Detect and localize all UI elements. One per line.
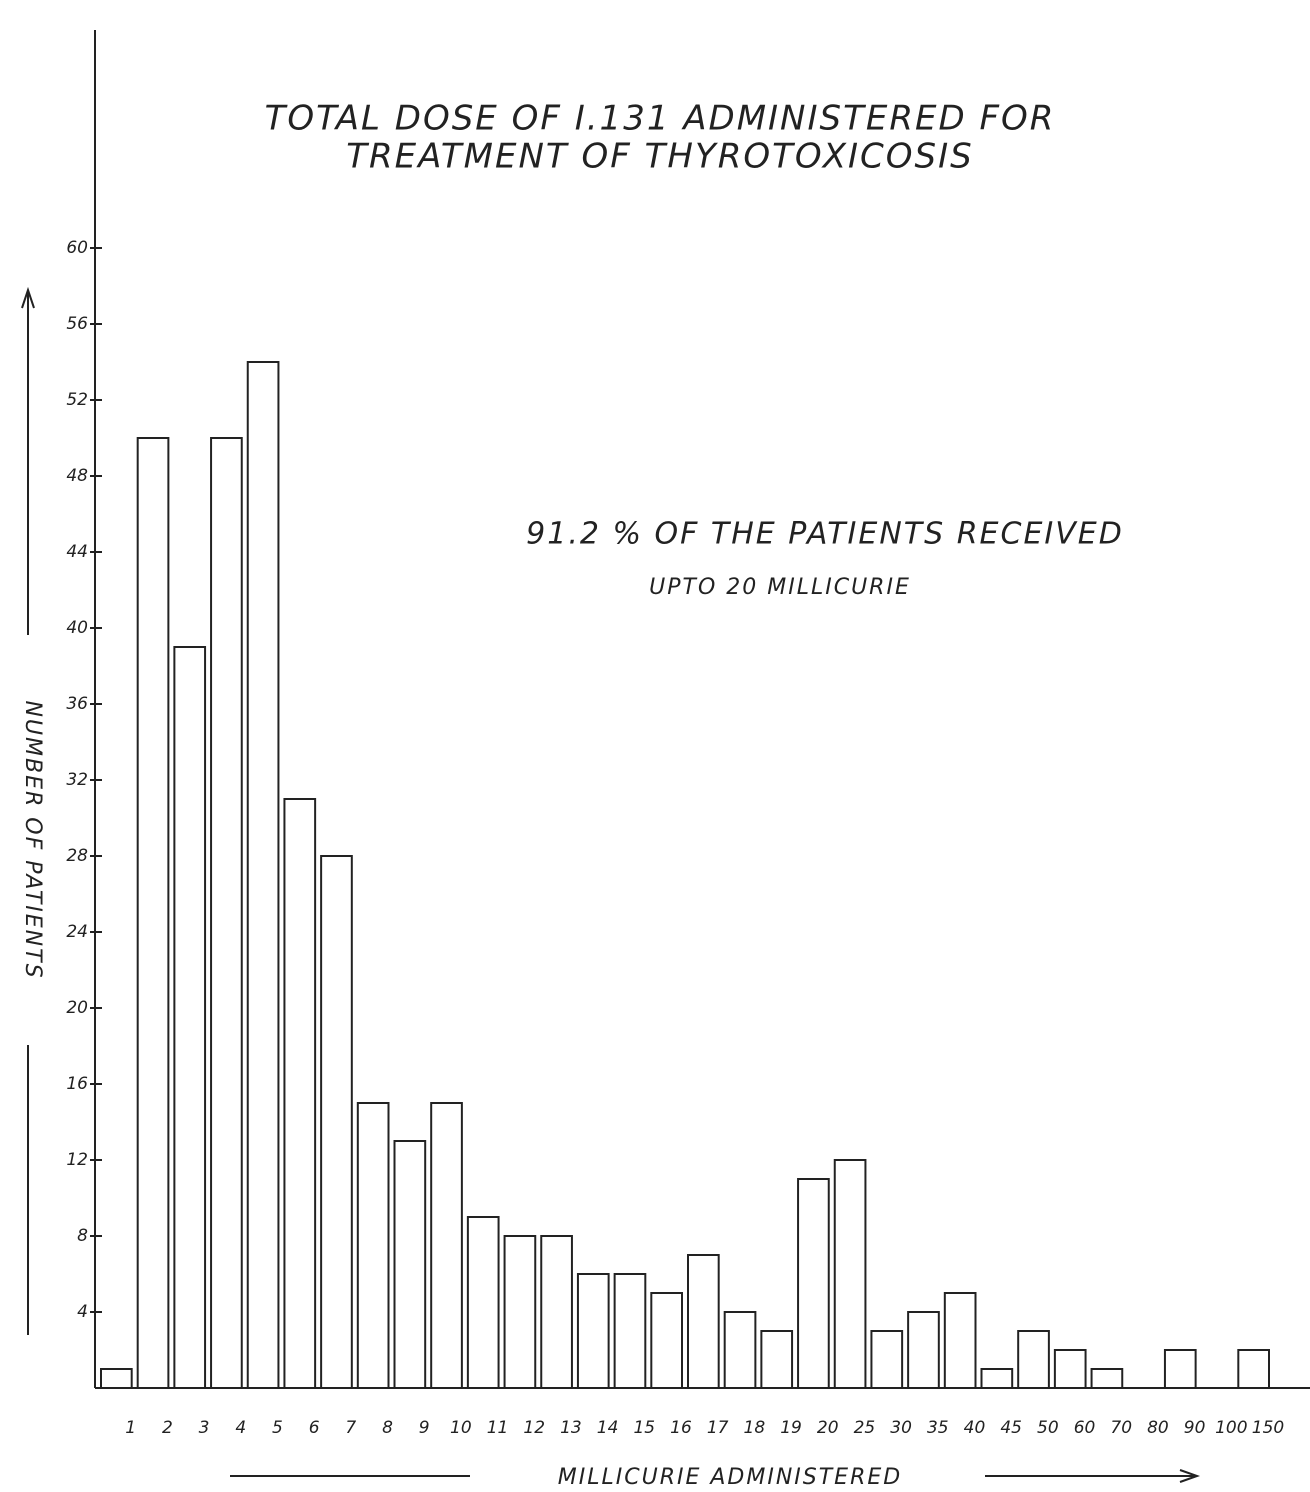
x-tick-label: 25 xyxy=(854,1418,876,1438)
x-tick-label: 150 xyxy=(1252,1418,1284,1438)
x-tick-label: 90 xyxy=(1184,1418,1206,1438)
x-tick-label: 45 xyxy=(1000,1418,1022,1438)
x-tick-label: 80 xyxy=(1147,1418,1169,1438)
x-tick-label: 20 xyxy=(817,1418,839,1438)
bar xyxy=(723,1311,757,1389)
bar xyxy=(1053,1349,1087,1389)
x-tick-label: 30 xyxy=(890,1418,912,1438)
x-tick-label: 14 xyxy=(597,1418,619,1438)
bar xyxy=(980,1368,1014,1389)
chart-title: TOTAL DOSE OF I.131 ADMINISTERED FOR xyxy=(265,99,1056,139)
bar xyxy=(833,1159,867,1389)
y-tick-label: 28 xyxy=(66,846,88,866)
bar xyxy=(1237,1349,1270,1389)
y-tick-label: 4 xyxy=(77,1302,88,1322)
y-tick-label: 40 xyxy=(66,618,88,638)
y-tick-label: 52 xyxy=(66,390,88,410)
x-tick-label: 16 xyxy=(670,1418,692,1438)
x-tick-label: 3 xyxy=(199,1418,210,1438)
bar xyxy=(320,855,353,1389)
bar xyxy=(503,1235,537,1389)
bar xyxy=(356,1102,390,1389)
bar xyxy=(430,1102,463,1389)
bar xyxy=(283,798,317,1389)
x-tick-label: 7 xyxy=(345,1418,356,1438)
annotation: UPTO 20 MILLICURIE xyxy=(649,575,911,600)
y-tick-label: 12 xyxy=(66,1150,88,1170)
y-tick-label: 36 xyxy=(66,694,88,714)
chart-title: TREATMENT OF THYROTOXICOSIS xyxy=(346,137,974,177)
x-axis-label: MILLICURIE ADMINISTERED xyxy=(558,1465,902,1490)
annotation: 91.2 % OF THE PATIENTS RECEIVED xyxy=(526,517,1124,552)
x-tick-label: 60 xyxy=(1074,1418,1096,1438)
y-tick-label: 24 xyxy=(66,922,88,942)
bar xyxy=(100,1368,133,1389)
bar xyxy=(136,437,170,1389)
x-tick-label: 40 xyxy=(964,1418,986,1438)
x-tick-label: 6 xyxy=(309,1418,320,1438)
x-tick-label: 15 xyxy=(633,1418,655,1438)
y-tick-label: 16 xyxy=(66,1074,88,1094)
y-tick-label: 8 xyxy=(77,1226,88,1246)
x-tick-label: 11 xyxy=(487,1418,509,1438)
x-tick-label: 12 xyxy=(523,1418,545,1438)
x-tick-label: 1 xyxy=(125,1418,136,1438)
bar xyxy=(210,437,243,1389)
x-tick-label: 35 xyxy=(927,1418,949,1438)
x-tick-label: 2 xyxy=(162,1418,173,1438)
bar xyxy=(246,361,280,1389)
x-tick-label: 19 xyxy=(780,1418,802,1438)
bar xyxy=(576,1273,610,1389)
x-tick-label: 100 xyxy=(1215,1418,1247,1438)
bar xyxy=(907,1311,940,1389)
y-tick-label: 56 xyxy=(66,314,88,334)
bar xyxy=(687,1254,720,1389)
x-tick-label: 4 xyxy=(235,1418,246,1438)
bar xyxy=(870,1330,904,1389)
x-tick-label: 18 xyxy=(744,1418,766,1438)
bar xyxy=(466,1216,500,1389)
x-tick-label: 10 xyxy=(450,1418,472,1438)
y-axis-label: NUMBER OF PATIENTS xyxy=(20,700,45,979)
bar xyxy=(613,1273,647,1389)
x-tick-label: 9 xyxy=(419,1418,430,1438)
bar xyxy=(173,646,207,1389)
bar xyxy=(1017,1330,1050,1389)
x-tick-label: 5 xyxy=(272,1418,283,1438)
x-tick-label: 8 xyxy=(382,1418,393,1438)
y-tick-label: 32 xyxy=(66,770,88,790)
y-tick-label: 44 xyxy=(66,542,88,562)
bar xyxy=(760,1330,794,1389)
y-tick-label: 60 xyxy=(66,238,88,258)
x-tick-label: 17 xyxy=(707,1418,729,1438)
bar xyxy=(650,1292,683,1389)
bar xyxy=(797,1178,830,1389)
bar xyxy=(943,1292,977,1389)
y-tick-label: 48 xyxy=(66,466,88,486)
y-tick-label: 20 xyxy=(66,998,88,1018)
x-tick-label: 13 xyxy=(560,1418,582,1438)
bar xyxy=(1090,1368,1124,1389)
bar xyxy=(393,1140,427,1389)
x-tick-label: 50 xyxy=(1037,1418,1059,1438)
bar xyxy=(540,1235,573,1389)
x-tick-label: 70 xyxy=(1110,1418,1132,1438)
bar xyxy=(1163,1349,1197,1389)
